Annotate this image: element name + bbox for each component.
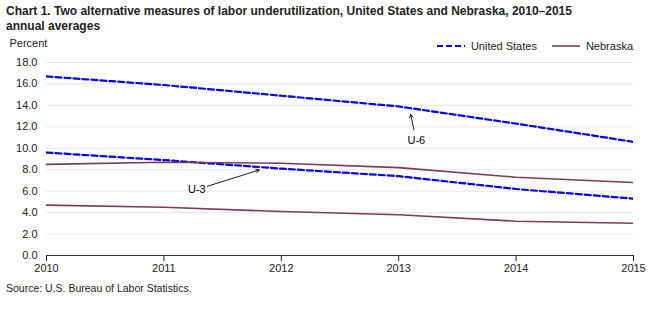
svg-text:8.0: 8.0 [22,163,37,175]
svg-text:4.0: 4.0 [22,206,37,218]
svg-text:2011: 2011 [152,262,176,274]
svg-text:2014: 2014 [504,262,528,274]
svg-text:10.0: 10.0 [16,142,37,154]
svg-text:12.0: 12.0 [16,120,37,132]
svg-text:18.0: 18.0 [16,56,37,68]
html-text:Chart 1. Two alternative measu: Chart 1. Two alternative measures of lab… [6,4,572,18]
svg-text:2010: 2010 [34,262,58,274]
svg-text:0.0: 0.0 [22,249,37,261]
svg-text:14.0: 14.0 [16,99,37,111]
svg-text:2015: 2015 [621,262,645,274]
svg-text:2012: 2012 [269,262,293,274]
svg-text:U-3: U-3 [188,183,206,195]
svg-text:16.0: 16.0 [16,77,37,89]
svg-text:2013: 2013 [386,262,410,274]
svg-text:Percent: Percent [10,37,48,49]
html-text:Nebraska: Nebraska [585,40,633,52]
html-text:United States: United States [470,40,537,52]
svg-text:2.0: 2.0 [22,228,37,240]
html-text:Source: U.S. Bureau of Labor S: Source: U.S. Bureau of Labor Statistics. [6,282,192,294]
svg-text:U-6: U-6 [407,134,425,146]
svg-text:6.0: 6.0 [22,185,37,197]
html-text:annual averages: annual averages [6,19,101,33]
